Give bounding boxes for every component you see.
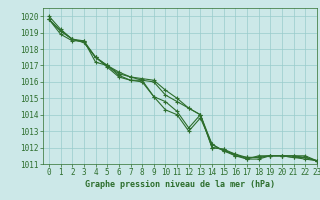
X-axis label: Graphe pression niveau de la mer (hPa): Graphe pression niveau de la mer (hPa)	[85, 180, 275, 189]
